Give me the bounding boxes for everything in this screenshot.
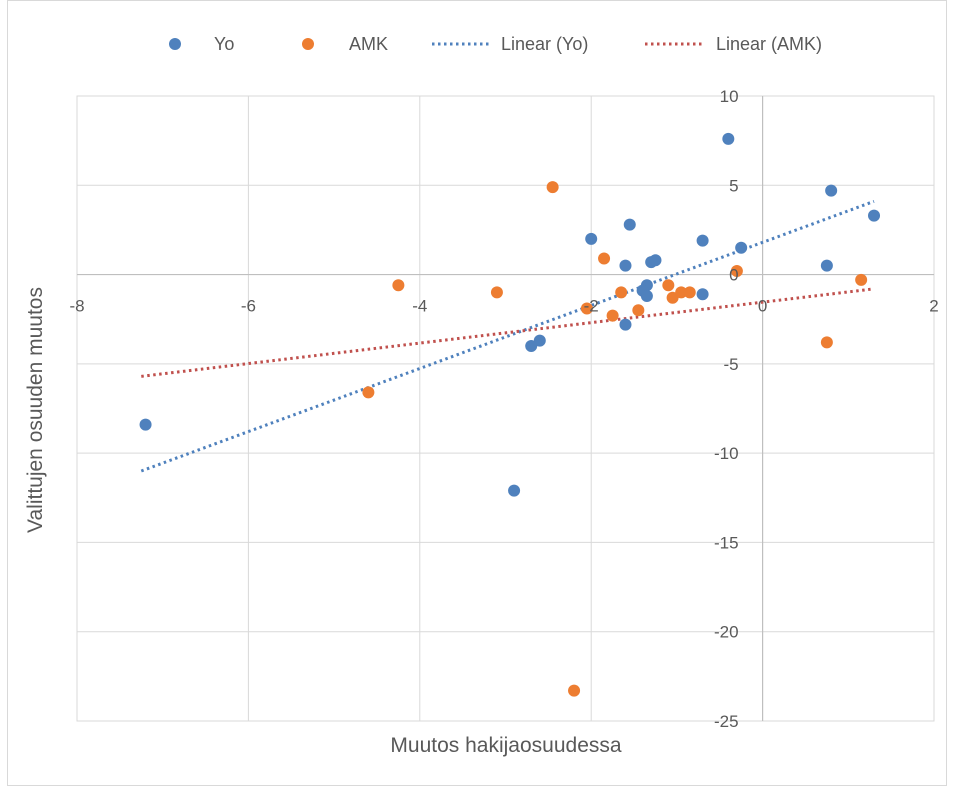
point-amk [632, 304, 645, 317]
point-amk [362, 386, 375, 399]
point-amk [666, 291, 679, 304]
y-tick-label: -25 [714, 712, 739, 731]
point-amk [568, 684, 581, 697]
point-yo [139, 418, 152, 431]
legend-marker-yo [169, 38, 181, 50]
legend: Yo AMK Linear (Yo) Linear (AMK) [169, 34, 822, 54]
point-amk [662, 279, 675, 292]
point-yo [868, 209, 881, 222]
point-yo [508, 484, 521, 497]
point-yo [533, 334, 546, 347]
point-amk [580, 302, 593, 315]
y-tick-label: -5 [723, 355, 738, 374]
x-axis-title: Muutos hakijaosuudessa [390, 734, 621, 757]
point-yo [722, 132, 735, 145]
y-tick-label: 5 [729, 176, 738, 195]
y-tick-label: -15 [714, 533, 739, 552]
legend-marker-amk [302, 38, 314, 50]
legend-label: Linear (AMK) [716, 34, 822, 54]
point-yo [619, 259, 632, 272]
y-tick-label: -10 [714, 444, 739, 463]
x-tick-label: -8 [69, 297, 84, 316]
point-yo [619, 318, 632, 331]
point-amk [546, 181, 559, 194]
point-yo [585, 232, 598, 245]
point-amk [615, 286, 628, 299]
y-tick-label: 10 [720, 87, 739, 106]
point-yo [696, 234, 709, 247]
trendlines [140, 199, 875, 473]
point-amk [855, 273, 868, 286]
point-yo [696, 288, 709, 301]
point-yo [825, 184, 838, 197]
data-points [139, 132, 881, 697]
x-tick-label: 2 [929, 297, 938, 316]
point-yo [735, 241, 748, 254]
y-tick-label: -20 [714, 623, 739, 642]
point-amk [683, 286, 696, 299]
x-tick-label: -6 [241, 297, 256, 316]
x-tick-label: 0 [758, 297, 767, 316]
point-amk [675, 286, 688, 299]
trendline-yo [140, 199, 875, 473]
y-axis-title: Valittujen osuuden muutos [24, 287, 47, 533]
point-amk [606, 309, 619, 322]
axes [77, 96, 934, 721]
point-amk [730, 265, 743, 277]
legend-label: AMK [349, 34, 388, 54]
point-amk [598, 252, 611, 265]
y-tick-label: 0 [729, 266, 738, 285]
point-amk [820, 336, 833, 349]
point-yo [649, 254, 662, 267]
point-yo [623, 218, 636, 231]
point-amk [392, 279, 405, 292]
gridlines [76, 95, 935, 722]
chart-frame [7, 0, 947, 786]
point-yo [820, 259, 833, 272]
x-tick-label: -2 [584, 297, 599, 316]
point-yo [640, 290, 653, 302]
x-tick-label: -4 [412, 297, 427, 316]
point-yo [525, 340, 538, 352]
legend-label: Yo [214, 34, 234, 54]
point-amk [490, 286, 503, 299]
legend-label: Linear (Yo) [501, 34, 588, 54]
plot-area [76, 95, 935, 722]
